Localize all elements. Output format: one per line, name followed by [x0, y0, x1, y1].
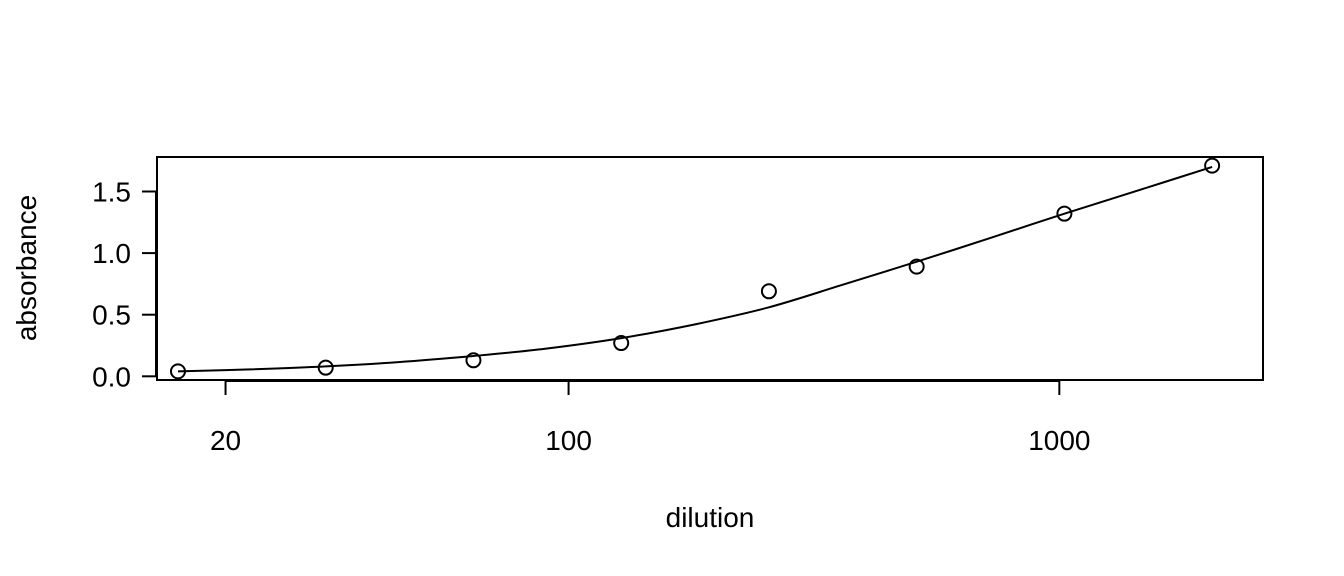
data-point	[465, 352, 482, 369]
fit-curve	[177, 165, 1213, 373]
x-axis: 20 100 1000	[210, 380, 1090, 456]
data-points	[169, 157, 1221, 380]
x-tick-label: 1000	[1028, 425, 1090, 456]
plot-frame	[156, 156, 1264, 381]
y-tick-label: 0.0	[92, 361, 131, 392]
data-point	[317, 359, 334, 376]
x-tick-label: 100	[545, 425, 592, 456]
y-tick-label: 1.5	[92, 176, 131, 207]
data-point	[169, 363, 186, 380]
x-tick-label: 20	[210, 425, 241, 456]
data-point	[1204, 157, 1221, 174]
y-axis-label: absorbance	[11, 195, 42, 341]
x-axis-label: dilution	[666, 502, 755, 533]
y-tick-label: 0.5	[92, 300, 131, 331]
data-point	[613, 335, 630, 352]
y-tick-label: 1.0	[92, 238, 131, 269]
data-point	[1056, 205, 1073, 222]
data-point	[760, 283, 777, 300]
y-axis: 0.0 0.5 1.0 1.5	[92, 176, 157, 392]
data-point	[908, 258, 925, 275]
